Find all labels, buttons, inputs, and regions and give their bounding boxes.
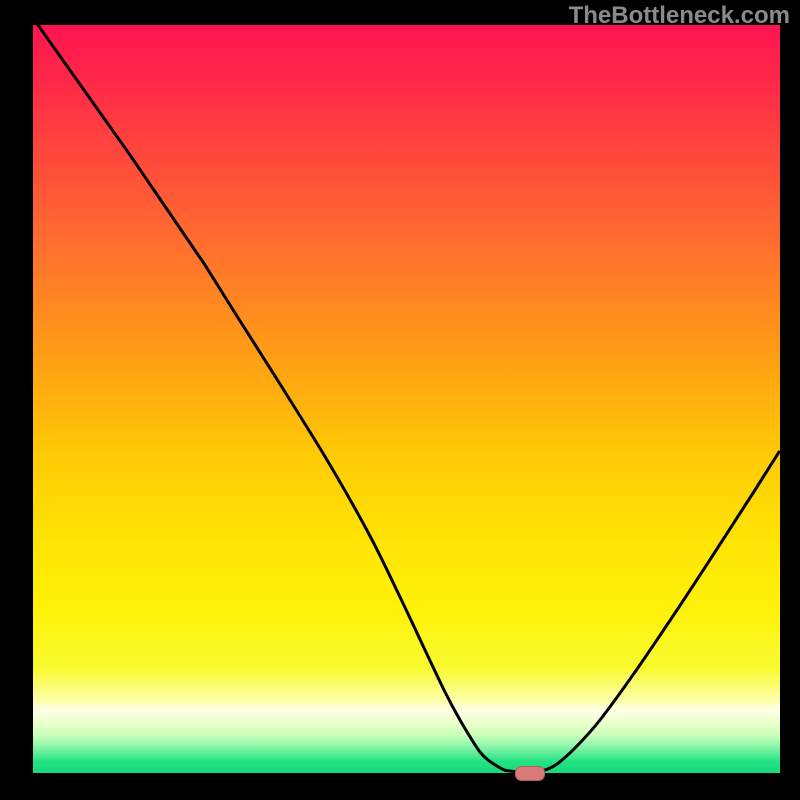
plot-background [33,25,780,773]
watermark-text: TheBottleneck.com [569,2,790,30]
plot-area [0,0,800,800]
chart-frame: TheBottleneck.com [0,0,800,800]
minimum-marker [515,766,545,781]
